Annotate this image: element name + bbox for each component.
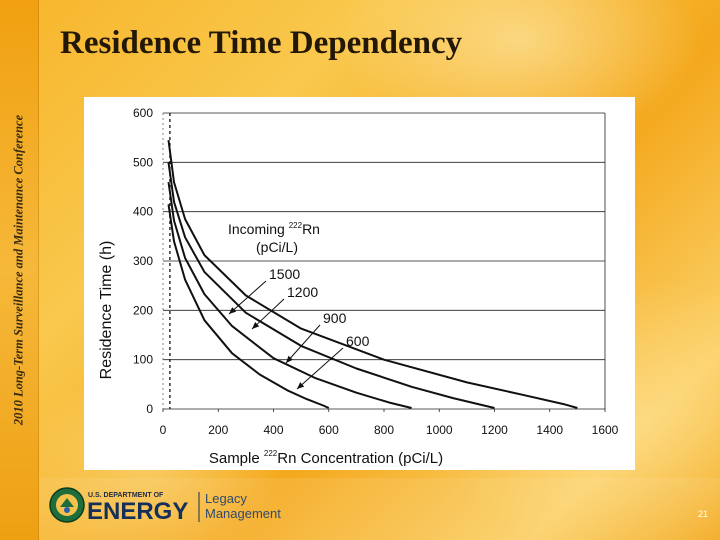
conference-caption: 2010 Long-Term Surveillance and Maintena… [11,114,26,426]
y-tick-label: 200 [133,303,153,317]
axis-layer: 0 100 200 300 400 500 600 0 200 400 600 800 1000 1200… [133,106,619,437]
x-axis-label-sup: 222 [264,449,278,458]
doe-line1: U.S. DEPARTMENT OF [88,492,164,499]
x-tick-label: 200 [208,423,228,437]
series-label-600: 600 [346,333,370,349]
side-strip [0,0,39,540]
x-tick-label: 800 [374,423,394,437]
doe-seal-icon [49,487,85,523]
y-tick-label: 300 [133,254,153,268]
chart-panel: 0 100 200 300 400 500 600 0 200 400 600 800 1000 1200… [84,97,635,470]
legend-title-suffix: Rn [302,221,320,237]
x-tick-label: 1000 [426,423,453,437]
y-tick-label: 500 [133,155,153,169]
x-tick-label: 1200 [481,423,508,437]
series-arrowhead-1200 [252,322,260,329]
legacy-line1: Legacy [205,491,247,506]
x-axis-label-suffix: Rn Concentration (pCi/L) [277,450,443,467]
slide-title: Residence Time Dependency [60,25,463,61]
doe-legacy-logo: U.S. DEPARTMENT OF ENERGY Legacy Managem… [48,486,308,531]
legend-title-line1: Incoming 222Rn [228,221,320,237]
legend-title-text: Incoming [228,221,289,237]
legend-title-sup: 222 [289,221,303,230]
x-tick-label: 600 [319,423,339,437]
y-tick-label: 400 [133,205,153,219]
series-pointer-900 [285,324,321,364]
slide-number: 21 [697,509,708,519]
doe-logo-graphic: U.S. DEPARTMENT OF ENERGY Legacy Managem… [49,487,281,525]
y-tick-label: 100 [133,353,153,367]
residence-time-chart: 0 100 200 300 400 500 600 0 200 400 600 800 1000 1200… [98,106,619,467]
series-arrowhead-1500 [229,307,237,314]
x-tick-label: 1600 [592,423,619,437]
series-arrowhead-600 [297,382,305,389]
series-label-900: 900 [323,310,347,326]
series-line-1200 [167,162,495,409]
x-tick-label: 0 [160,423,167,437]
series-line-900 [167,181,412,409]
footer-band [38,478,720,540]
series-line-600 [167,204,330,409]
series-line-1500 [167,139,578,409]
series-pointer-1500 [228,280,267,315]
y-axis-label: Residence Time (h) [98,241,115,380]
series-pointer-1200 [251,298,285,330]
legacy-line2: Management [205,506,281,521]
y-tick-label: 0 [146,402,153,416]
x-axis-label: Sample 222Rn Concentration (pCi/L) [209,449,443,467]
x-tick-label: 1400 [536,423,563,437]
series-pointer-600 [296,347,344,390]
series-arrowhead-900 [286,355,293,363]
y-tick-label: 600 [133,106,153,120]
series-layer: 1500 1200 900 600 [167,139,578,409]
doe-line2: ENERGY [87,498,188,525]
x-tick-label: 400 [263,423,283,437]
series-label-1500: 1500 [269,266,300,282]
legend-title-line2: (pCi/L) [256,239,298,255]
series-label-1200: 1200 [287,284,318,300]
x-axis-label-prefix: Sample [209,450,264,467]
